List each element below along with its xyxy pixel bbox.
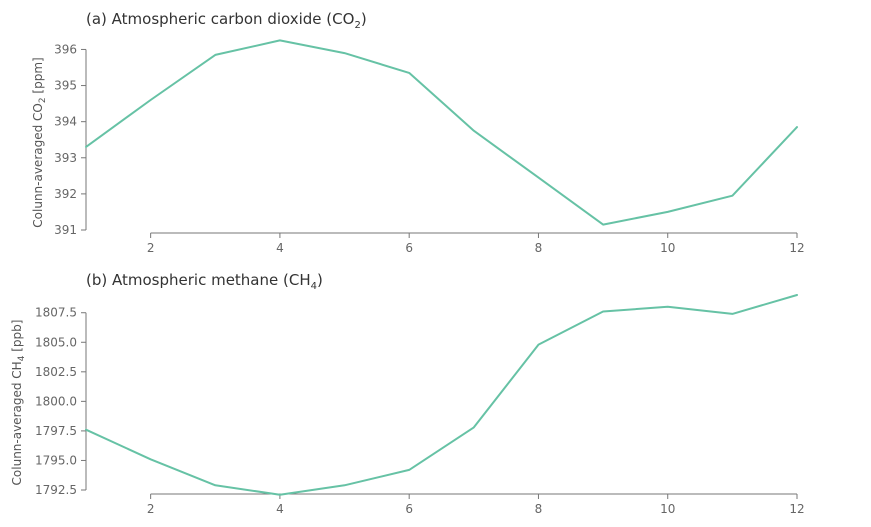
y-axis-label-text: Colunn-averaged CO — [31, 103, 45, 228]
x-tick-label: 4 — [276, 241, 284, 255]
x-tick-label: 2 — [147, 502, 155, 516]
chart-title: (b) Atmospheric methane (CH4) — [86, 271, 323, 292]
x-tick-label: 6 — [405, 241, 413, 255]
x-tick-label: 8 — [535, 502, 543, 516]
y-tick-label: 393 — [54, 151, 77, 165]
series-line — [85, 39, 798, 226]
y-tick-label: 396 — [54, 42, 77, 56]
chart-title-end: ) — [317, 271, 323, 289]
y-axis-label: Colunn-averaged CO2 [ppm] — [31, 57, 48, 227]
panel-co2: (a) Atmospheric carbon dioxide (CO2)Colu… — [31, 10, 805, 255]
x-tick-label: 8 — [535, 241, 543, 255]
y-tick-label: 392 — [54, 187, 77, 201]
x-tick-label: 12 — [789, 241, 804, 255]
y-axis-label-subscript: 4 — [17, 355, 27, 361]
y-tick-label: 394 — [54, 115, 77, 129]
panel-ch4: (b) Atmospheric methane (CH4)Colunn-aver… — [10, 271, 805, 516]
chart-title-text: (a) Atmospheric carbon dioxide (CO — [86, 10, 354, 28]
y-tick-label: 1805.0 — [35, 335, 77, 349]
chart-title-end: ) — [361, 10, 367, 28]
y-axis-label-end: [ppm] — [31, 57, 45, 97]
chart-title-subscript: 4 — [311, 281, 317, 292]
y-axis-label: Colunn-averaged CH4 [ppb] — [10, 320, 27, 486]
y-tick-label: 1800.0 — [35, 394, 77, 408]
y-axis-label-text: Colunn-averaged CH — [10, 361, 24, 485]
x-tick-label: 10 — [660, 502, 675, 516]
x-tick-label: 4 — [276, 502, 284, 516]
y-tick-label: 1807.5 — [35, 306, 77, 320]
series-line — [85, 294, 798, 496]
y-tick-label: 1795.0 — [35, 453, 77, 467]
chart-title-text: (b) Atmospheric methane (CH — [86, 271, 311, 289]
chart-title: (a) Atmospheric carbon dioxide (CO2) — [86, 10, 367, 31]
y-tick-label: 391 — [54, 223, 77, 237]
y-tick-label: 1792.5 — [35, 483, 77, 497]
y-tick-label: 1802.5 — [35, 365, 77, 379]
x-tick-label: 6 — [405, 502, 413, 516]
y-tick-label: 1797.5 — [35, 424, 77, 438]
x-tick-label: 10 — [660, 241, 675, 255]
chart-title-subscript: 2 — [354, 20, 360, 31]
y-tick-label: 395 — [54, 79, 77, 93]
y-axis-label-end: [ppb] — [10, 320, 24, 356]
y-axis-label-subscript: 2 — [38, 97, 48, 103]
x-tick-label: 2 — [147, 241, 155, 255]
x-tick-label: 12 — [789, 502, 804, 516]
